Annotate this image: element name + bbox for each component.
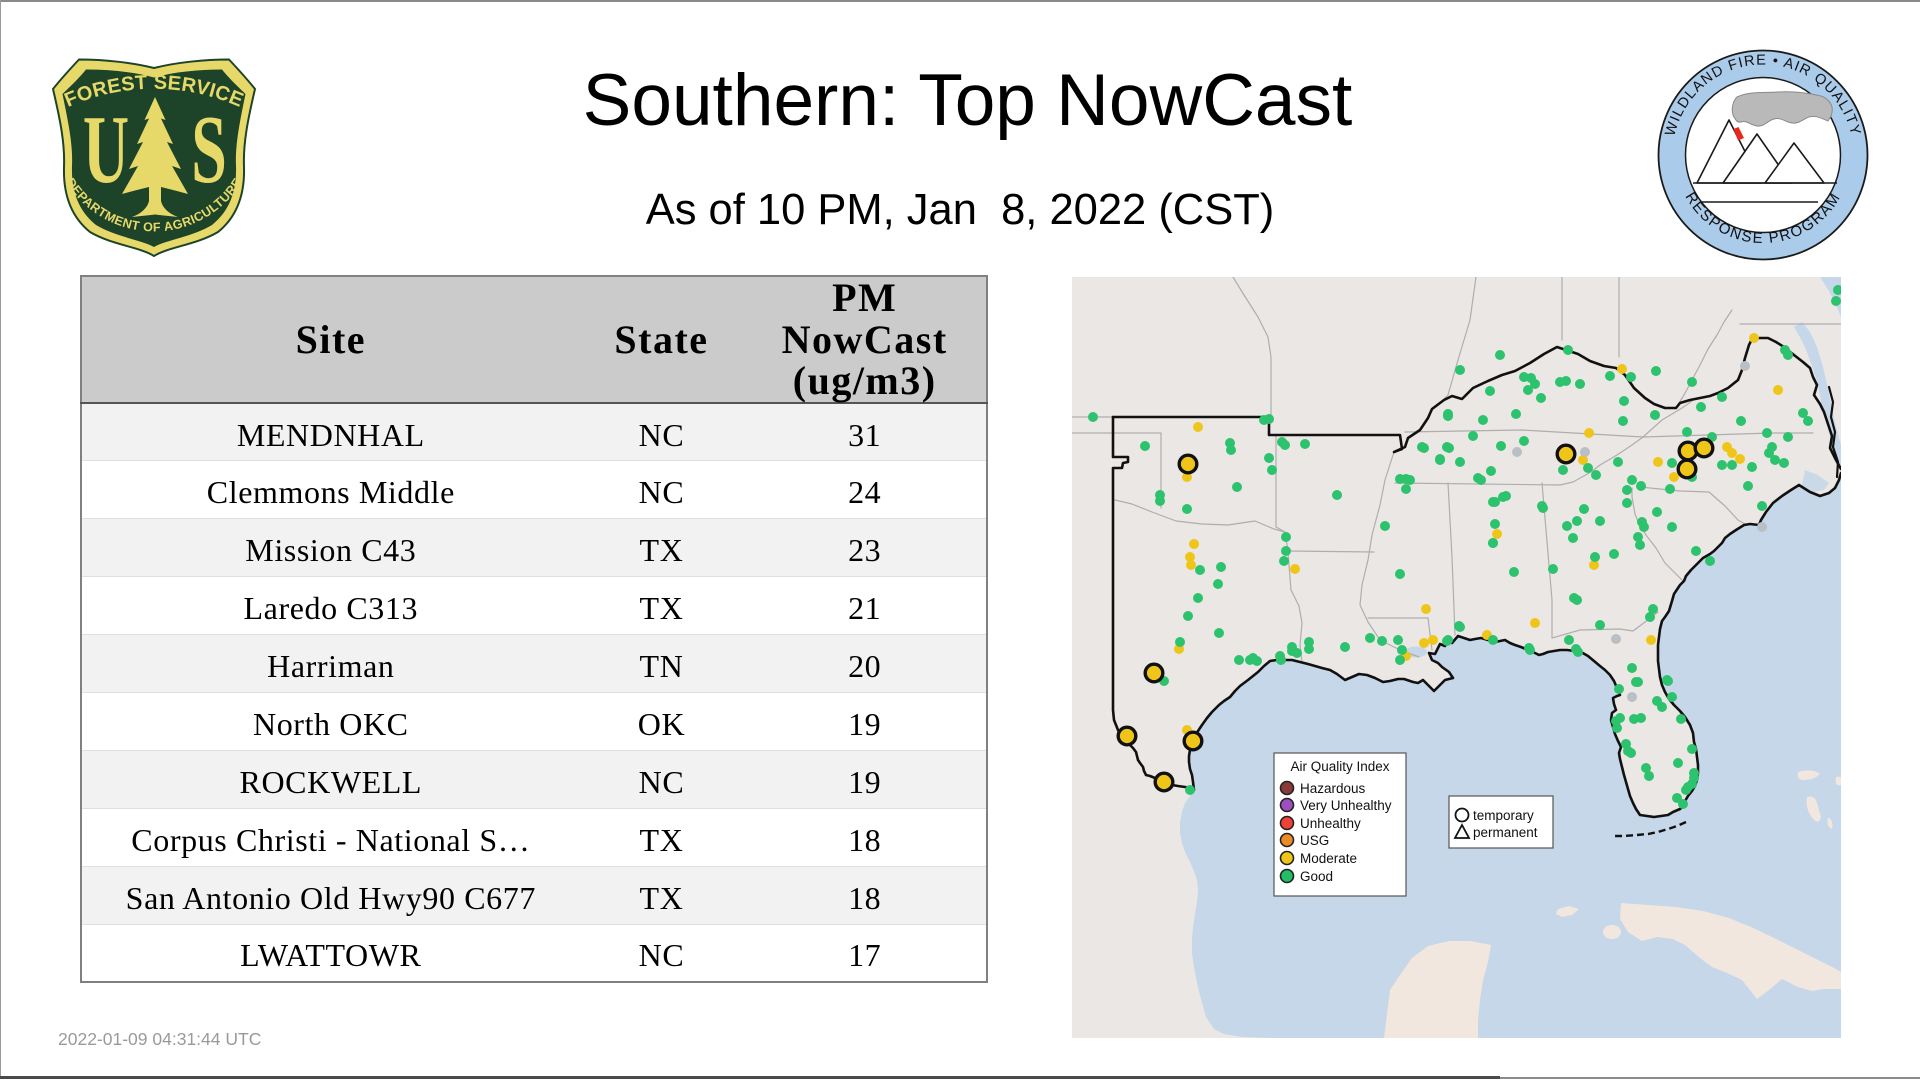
svg-text:USG: USG bbox=[1300, 833, 1329, 848]
svg-text:Very Unhealthy: Very Unhealthy bbox=[1300, 798, 1392, 813]
svg-text:Good: Good bbox=[1300, 869, 1333, 884]
svg-text:U: U bbox=[83, 96, 129, 203]
svg-text:Hazardous: Hazardous bbox=[1300, 781, 1366, 796]
svg-text:Air Quality Index: Air Quality Index bbox=[1290, 759, 1389, 774]
svg-text:S: S bbox=[191, 96, 227, 203]
svg-text:Unhealthy: Unhealthy bbox=[1300, 816, 1361, 831]
svg-text:permanent: permanent bbox=[1473, 825, 1538, 840]
svg-text:Moderate: Moderate bbox=[1300, 851, 1357, 866]
svg-text:temporary: temporary bbox=[1473, 808, 1534, 823]
